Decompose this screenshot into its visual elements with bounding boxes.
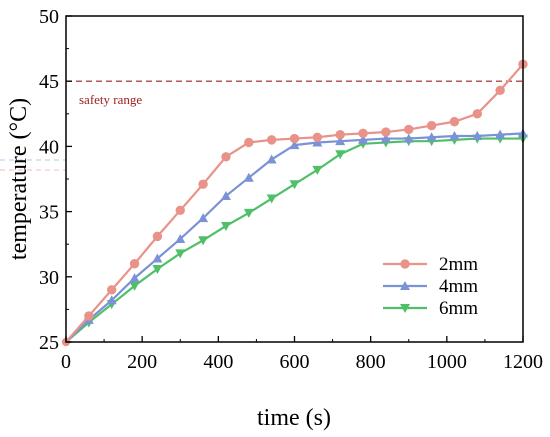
x-tick-label: 1000 <box>427 351 467 373</box>
data-point-4mm <box>220 190 231 200</box>
axis-ticks: 0 200 400 600 800 1000 1200 25 30 35 40 45 50 <box>39 6 543 373</box>
data-point-4mm <box>472 130 483 140</box>
y-tick-label: 50 <box>39 6 59 28</box>
x-tick-label: 1200 <box>503 351 543 373</box>
data-point-4mm <box>266 154 277 164</box>
legend-label: 4mm <box>439 276 478 297</box>
legend-marker <box>400 304 410 313</box>
x-tick-label: 600 <box>280 351 310 373</box>
data-point-2mm <box>129 259 140 269</box>
data-point-2mm <box>404 124 414 135</box>
data-point-4mm <box>175 233 186 243</box>
x-tick-label: 800 <box>356 351 386 373</box>
data-point-2mm <box>175 205 185 215</box>
data-point-6mm <box>129 281 140 291</box>
data-point-2mm <box>221 152 231 162</box>
legend-label: 6mm <box>439 298 478 319</box>
data-point-2mm <box>289 133 300 144</box>
y-tick-label: 45 <box>39 71 59 93</box>
safety-range-annotation: safety range <box>79 92 142 107</box>
y-tick-label: 40 <box>39 136 59 158</box>
data-point-2mm <box>244 137 254 148</box>
y-tick-label: 30 <box>39 267 59 289</box>
y-tick-label: 25 <box>39 332 59 354</box>
data-point-2mm <box>335 129 345 140</box>
data-point-4mm <box>289 140 300 150</box>
data-point-2mm <box>84 311 94 321</box>
data-point-4mm <box>312 137 323 147</box>
data-point-6mm <box>220 221 231 231</box>
data-point-4mm <box>335 136 346 146</box>
data-point-2mm <box>266 135 277 145</box>
data-point-4mm <box>358 134 369 144</box>
y-tick-label: 35 <box>39 202 59 224</box>
data-point-6mm <box>312 165 323 175</box>
legend-item-2mm: 2mm <box>383 254 478 275</box>
data-point-4mm <box>449 130 460 140</box>
data-point-4mm <box>106 295 117 305</box>
plot-area <box>61 59 528 347</box>
data-point-4mm <box>129 273 140 283</box>
data-point-2mm <box>312 132 323 142</box>
data-point-6mm <box>266 194 277 204</box>
x-tick-label: 0 <box>61 351 71 373</box>
x-axis-label: time (s) <box>257 405 331 431</box>
data-point-4mm <box>426 132 437 142</box>
data-point-6mm <box>243 208 254 218</box>
data-point-2mm <box>381 127 391 137</box>
data-point-2mm <box>472 109 482 119</box>
legend-label: 2mm <box>439 254 478 275</box>
data-point-2mm <box>426 120 437 131</box>
data-point-4mm <box>152 253 163 263</box>
data-point-2mm <box>107 285 117 295</box>
data-point-2mm <box>449 116 460 127</box>
legend-marker <box>400 281 410 290</box>
data-point-4mm <box>380 133 391 143</box>
data-point-2mm <box>152 231 163 242</box>
data-point-2mm <box>358 128 368 139</box>
legend-item-4mm: 4mm <box>383 276 478 297</box>
legend-marker <box>400 259 410 269</box>
y-axis-label: temperature (°C) <box>6 98 32 260</box>
data-point-4mm <box>495 129 506 139</box>
data-point-6mm <box>335 150 346 160</box>
data-point-2mm <box>198 179 208 189</box>
data-point-6mm <box>175 249 186 259</box>
data-point-2mm <box>495 85 505 96</box>
series-2mm <box>65 59 528 343</box>
data-point-6mm <box>152 264 163 274</box>
series-4mm <box>65 128 528 343</box>
data-point-4mm <box>198 213 209 223</box>
data-point-6mm <box>198 236 209 246</box>
x-tick-label: 400 <box>203 351 233 373</box>
data-point-4mm <box>243 172 254 182</box>
legend-item-6mm: 6mm <box>383 298 478 319</box>
data-point-4mm <box>403 133 414 143</box>
x-tick-label: 200 <box>127 351 157 373</box>
data-point-6mm <box>289 180 300 190</box>
